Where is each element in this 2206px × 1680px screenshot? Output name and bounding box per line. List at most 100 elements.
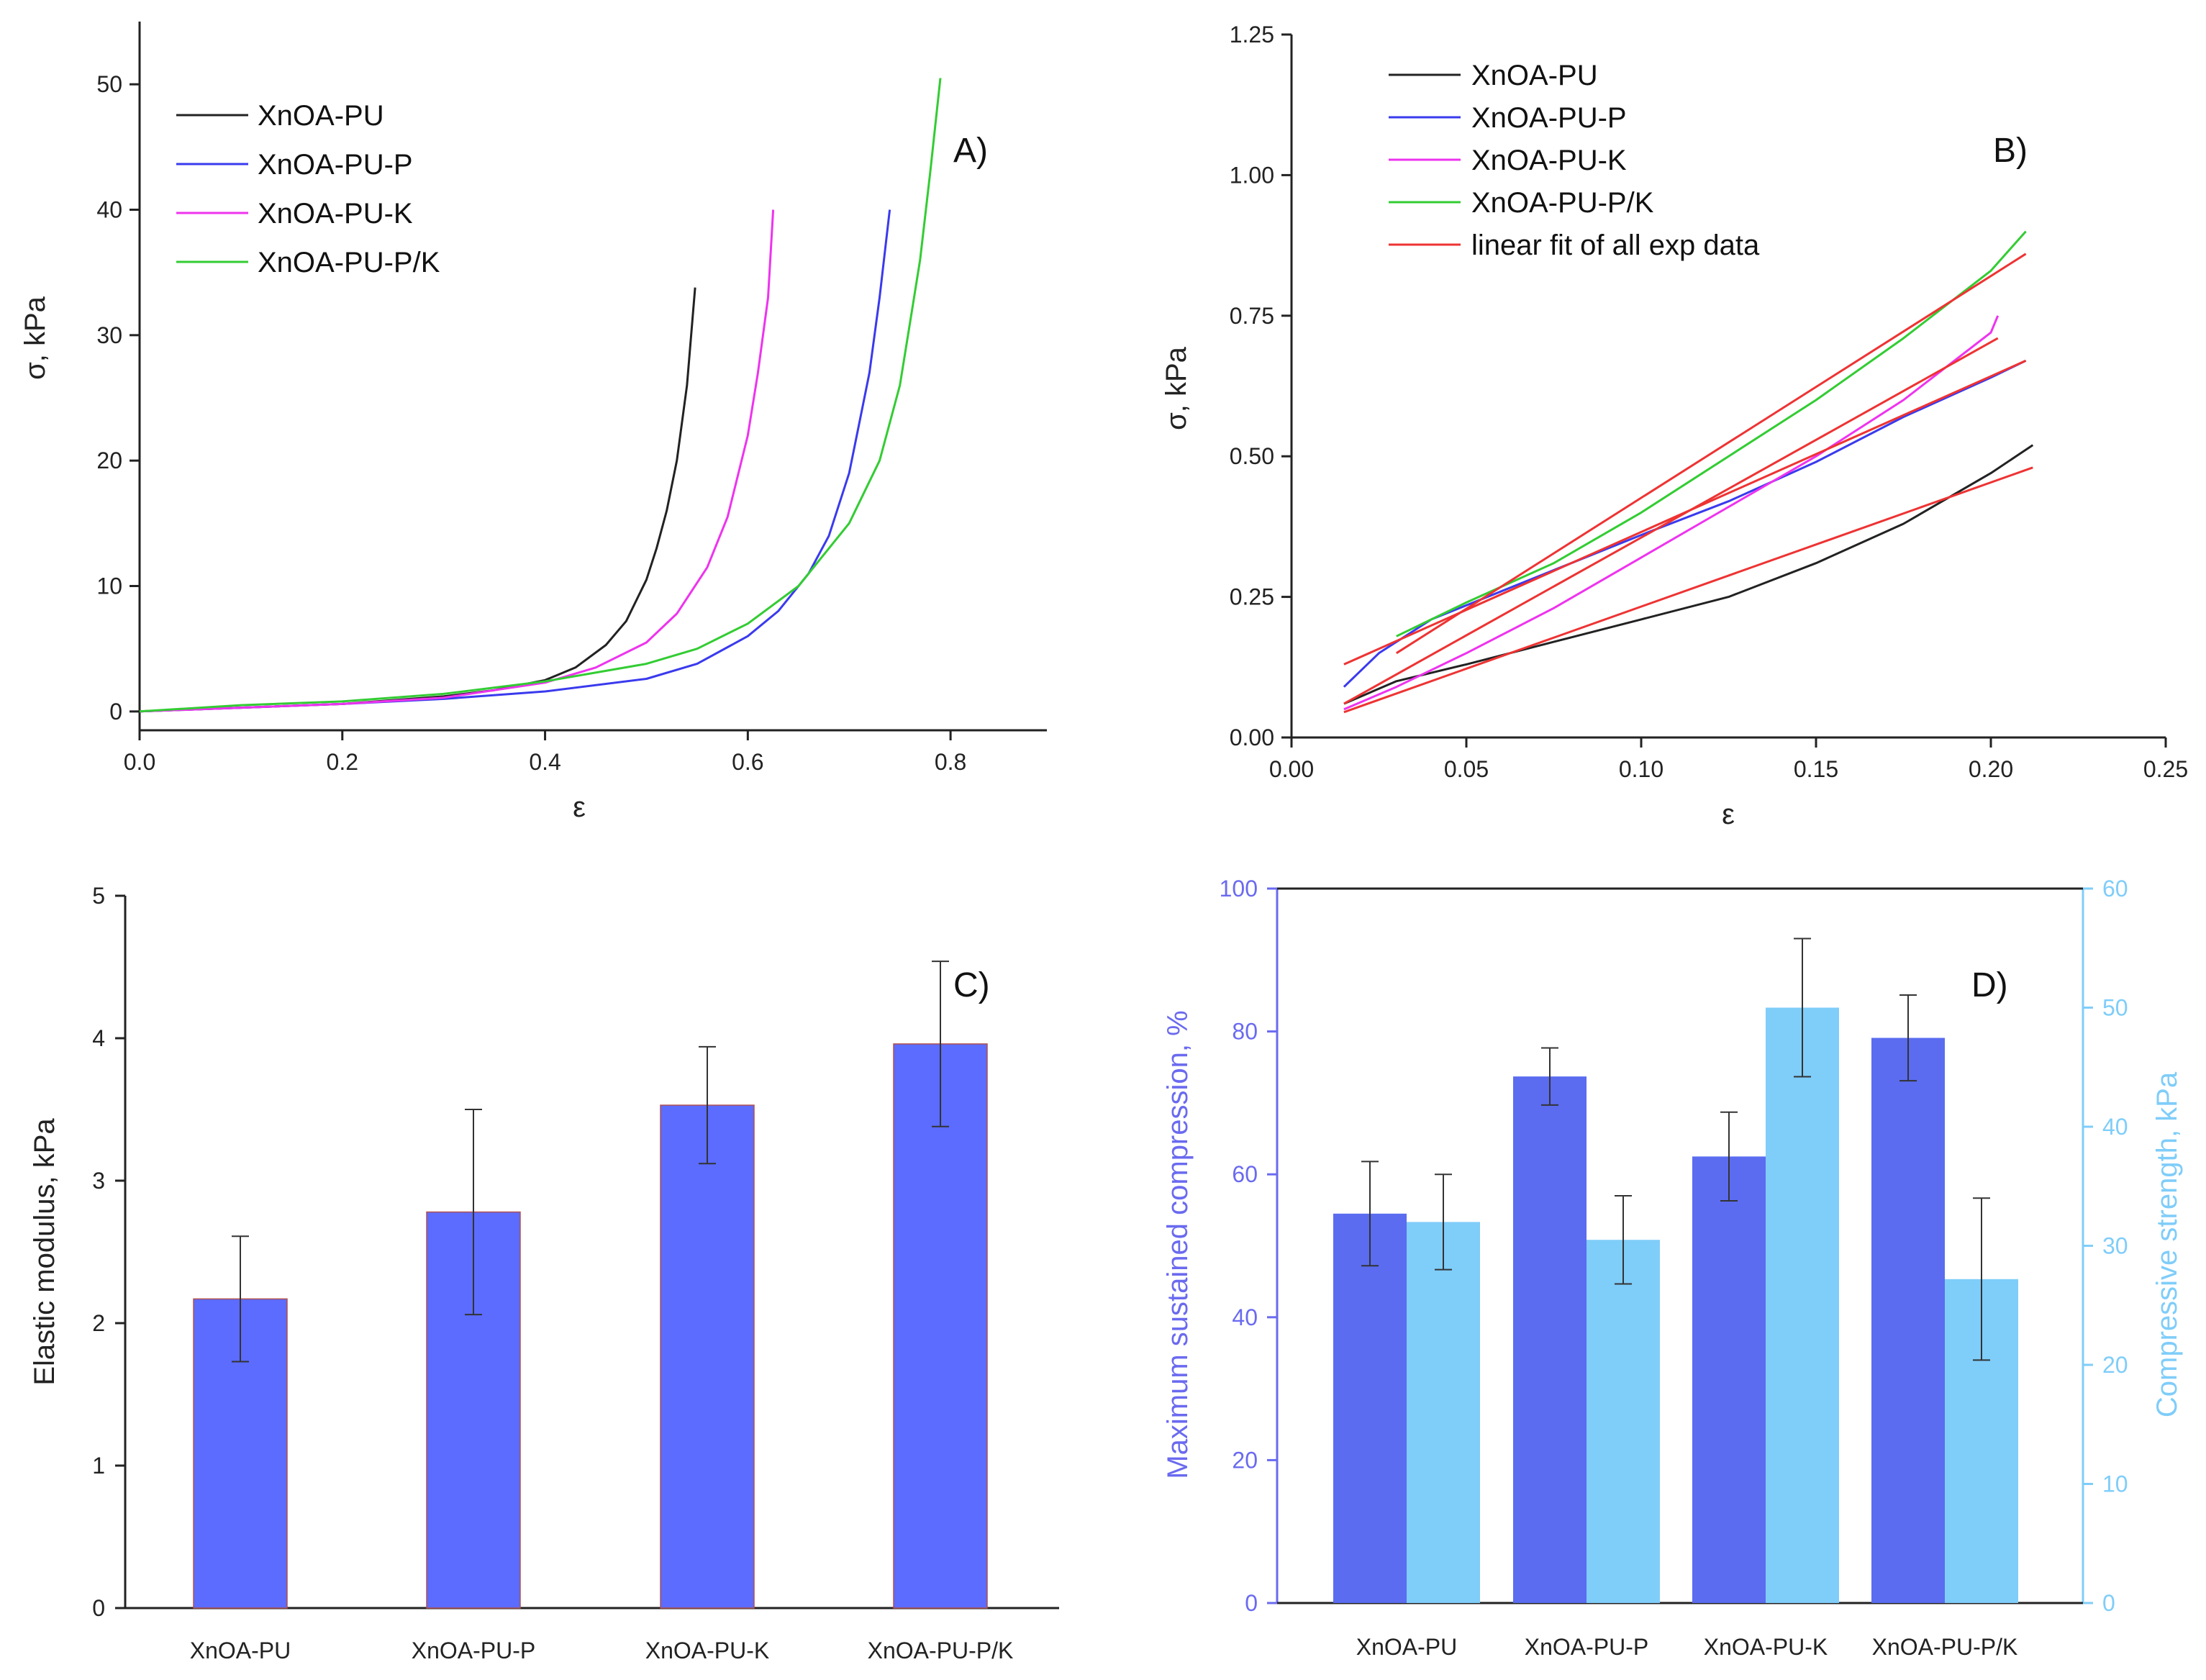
panel-a-xtick-label-3: 0.6 bbox=[732, 749, 763, 775]
panel-c-bars bbox=[193, 961, 988, 1609]
panel-c-category-0: XnOA-PU bbox=[190, 1638, 291, 1663]
panel-c-bar-3 bbox=[893, 1043, 988, 1609]
panel-a-ytick-label-2: 20 bbox=[96, 448, 122, 473]
panel-c-ylabel: Elastic modulus, kPa bbox=[29, 1118, 60, 1386]
panel-d-category-3: XnOA-PU-P/K bbox=[1872, 1634, 2018, 1660]
panel-d-right-tick-label-4: 40 bbox=[2102, 1114, 2128, 1140]
panel-a-ytick-label-3: 30 bbox=[96, 322, 122, 348]
panel-d-bar-compression-0 bbox=[1333, 1213, 1407, 1603]
panel-d-left-tick-label-5: 100 bbox=[1220, 876, 1258, 902]
panel-b-xtick-label-5: 0.25 bbox=[2143, 756, 2188, 782]
panel-c-ytick-label-0: 0 bbox=[92, 1595, 105, 1621]
panel-c: 0 1 2 3 4 5 XnOA-PU XnOA-PU-P XnOA-PU-K XnOA-PU-… bbox=[29, 883, 1059, 1663]
panel-b-ytick-label-4: 1.00 bbox=[1230, 162, 1274, 188]
panel-b-ytick-label-1: 0.25 bbox=[1230, 584, 1274, 610]
legend-a-label-2: XnOA-PU-K bbox=[258, 198, 413, 230]
panel-a-series bbox=[139, 78, 942, 713]
panel-b-xtick-label-4: 0.20 bbox=[1969, 756, 2013, 782]
panel-b-y-ticks: 0.00 0.25 0.50 0.75 1.00 1.25 bbox=[1230, 22, 1292, 750]
panel-d-right-tick-label-3: 30 bbox=[2102, 1233, 2128, 1259]
panel-b-series bbox=[1343, 230, 2034, 714]
panel-a-xlabel: ε bbox=[573, 791, 586, 823]
panel-d-left-tick-label-2: 40 bbox=[1232, 1304, 1258, 1330]
panel-b-letter: B) bbox=[1993, 132, 2028, 170]
panel-a-series-3 bbox=[139, 78, 942, 713]
panel-a-xtick-label-4: 0.8 bbox=[935, 749, 966, 775]
panel-b-xtick-label-3: 0.15 bbox=[1794, 756, 1838, 782]
panel-b-xtick-label-0: 0.00 bbox=[1269, 756, 1314, 782]
panel-a-letter: A) bbox=[953, 132, 988, 170]
panel-a-x-ticks: 0.0 0.2 0.4 0.6 0.8 bbox=[124, 730, 966, 775]
panel-b-ytick-label-0: 0.00 bbox=[1230, 725, 1274, 750]
panel-d-left-ticks: 0 20 40 60 80 100 bbox=[1220, 876, 1277, 1616]
legend-b-label-3: XnOA-PU-P/K bbox=[1471, 187, 1654, 219]
panel-a-ytick-label-0: 0 bbox=[109, 699, 122, 725]
panel-b-ytick-label-3: 0.75 bbox=[1230, 303, 1274, 329]
panel-c-bar-2 bbox=[660, 1104, 755, 1609]
panel-d-left-tick-label-1: 20 bbox=[1232, 1447, 1258, 1473]
panel-c-ytick-label-3: 3 bbox=[92, 1168, 105, 1194]
panel-c-x-labels: XnOA-PU XnOA-PU-P XnOA-PU-K XnOA-PU-P/K bbox=[190, 1638, 1014, 1663]
panel-b-ytick-label-2: 0.50 bbox=[1230, 443, 1274, 469]
panel-d-left-tick-label-3: 60 bbox=[1232, 1161, 1258, 1187]
panel-d-right-tick-label-5: 50 bbox=[2102, 995, 2128, 1021]
panel-d-ylabel-right: Compressive strength, kPa bbox=[2151, 1071, 2183, 1417]
legend-b-label-4: linear fit of all exp data bbox=[1471, 230, 1760, 261]
panel-d-letter: D) bbox=[1971, 966, 2008, 1004]
legend-a-label-0: XnOA-PU bbox=[258, 100, 384, 132]
panel-b-axes bbox=[1290, 35, 2166, 739]
panel-d-ylabel-left: Maximum sustained compression, % bbox=[1162, 1010, 1194, 1479]
legend-a-label-1: XnOA-PU-P bbox=[258, 149, 413, 181]
panel-a-xtick-label-0: 0.0 bbox=[124, 749, 155, 775]
panel-c-ytick-label-1: 1 bbox=[92, 1453, 105, 1479]
panel-b-series-1 bbox=[1343, 359, 2027, 688]
panel-d-bar-strength-1 bbox=[1587, 1240, 1660, 1603]
panel-a-ytick-label-4: 40 bbox=[96, 197, 122, 223]
panel-a-series-2 bbox=[139, 209, 775, 713]
panel-b-series-4-fit-2 bbox=[1343, 337, 1999, 705]
panel-d-right-tick-label-0: 0 bbox=[2102, 1590, 2115, 1616]
panel-a-ylabel: σ, kPa bbox=[19, 296, 51, 380]
panel-d-right-tick-label-2: 20 bbox=[2102, 1352, 2128, 1378]
panel-d-right-tick-label-1: 10 bbox=[2102, 1471, 2128, 1497]
panel-a-axes bbox=[138, 22, 1047, 732]
panel-d-right-tick-label-6: 60 bbox=[2102, 876, 2128, 902]
panel-d-bar-strength-0 bbox=[1407, 1222, 1480, 1603]
legend-b-label-2: XnOA-PU-K bbox=[1471, 145, 1627, 176]
panel-c-ytick-label-5: 5 bbox=[92, 883, 105, 909]
panel-b-ylabel: σ, kPa bbox=[1161, 346, 1192, 430]
panel-d-category-1: XnOA-PU-P bbox=[1525, 1634, 1648, 1660]
panel-b: 0.00 0.25 0.50 0.75 1.00 1.25 0.00 0.05 0.10 0.1… bbox=[1161, 22, 2188, 830]
panel-a-ytick-label-1: 10 bbox=[96, 573, 122, 599]
panel-d-category-2: XnOA-PU-K bbox=[1704, 1634, 1828, 1660]
panel-d-x-labels: XnOA-PU XnOA-PU-P XnOA-PU-K XnOA-PU-P/K bbox=[1356, 1634, 2018, 1660]
panel-c-ytick-label-4: 4 bbox=[92, 1025, 105, 1051]
panel-c-letter: C) bbox=[953, 966, 990, 1004]
panel-a-xtick-label-2: 0.4 bbox=[529, 749, 560, 775]
legend-b-label-1: XnOA-PU-P bbox=[1471, 102, 1627, 134]
panel-a-legend: XnOA-PU XnOA-PU-P XnOA-PU-K XnOA-PU-P/K bbox=[176, 100, 440, 278]
panel-a-ytick-label-5: 50 bbox=[96, 71, 122, 97]
panel-c-ytick-label-2: 2 bbox=[92, 1310, 105, 1336]
panel-b-ytick-label-5: 1.25 bbox=[1230, 22, 1274, 47]
panel-b-legend: XnOA-PU XnOA-PU-P XnOA-PU-K XnOA-PU-P/K … bbox=[1389, 60, 1760, 261]
panel-d-left-tick-label-0: 0 bbox=[1245, 1590, 1258, 1616]
panel-d-bar-compression-1 bbox=[1513, 1076, 1587, 1603]
panel-c-y-ticks: 0 1 2 3 4 5 bbox=[92, 883, 125, 1621]
panel-d-bar-strength-2 bbox=[1766, 1007, 1839, 1603]
panel-d-category-0: XnOA-PU bbox=[1356, 1634, 1457, 1660]
legend-b-label-0: XnOA-PU bbox=[1471, 60, 1598, 91]
panel-d-bar-compression-3 bbox=[1871, 1037, 1945, 1603]
panel-a-y-ticks: 0 10 20 30 40 50 bbox=[96, 71, 140, 725]
panel-a-xtick-label-1: 0.2 bbox=[327, 749, 358, 775]
panel-b-xtick-label-2: 0.10 bbox=[1619, 756, 1663, 782]
panel-c-category-3: XnOA-PU-P/K bbox=[868, 1638, 1014, 1663]
panel-b-series-4-fit-3 bbox=[1395, 253, 2027, 655]
panel-b-series-4-fit-0 bbox=[1343, 466, 2033, 714]
panel-c-category-2: XnOA-PU-K bbox=[645, 1638, 769, 1663]
panel-d-left-tick-label-4: 80 bbox=[1232, 1019, 1258, 1045]
panel-d-bars bbox=[1333, 937, 2018, 1603]
panel-d-bar-compression-2 bbox=[1692, 1156, 1766, 1603]
